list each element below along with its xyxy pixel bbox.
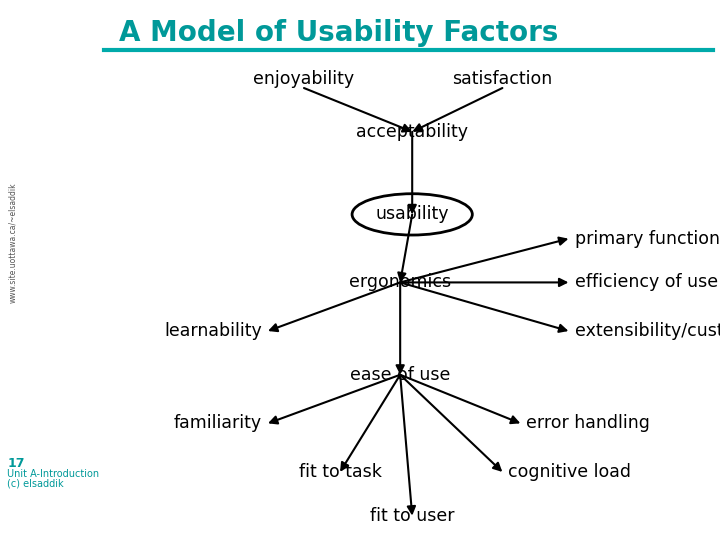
Text: ease of use: ease of use	[350, 366, 451, 384]
Text: (c) elsaddik: (c) elsaddik	[7, 478, 64, 489]
Text: www.site.uottawa.ca/~elsaddik: www.site.uottawa.ca/~elsaddik	[9, 183, 17, 303]
Text: extensibility/customization: extensibility/customization	[575, 322, 720, 340]
Text: efficiency of use: efficiency of use	[575, 273, 718, 292]
Text: learnability: learnability	[164, 322, 262, 340]
Text: familiarity: familiarity	[174, 414, 262, 433]
Text: cognitive load: cognitive load	[508, 463, 631, 481]
Text: usability: usability	[375, 205, 449, 224]
Text: satisfaction: satisfaction	[452, 70, 552, 88]
Text: error handling: error handling	[526, 414, 650, 433]
Text: fit to user: fit to user	[370, 507, 454, 525]
Text: primary functionality: primary functionality	[575, 230, 720, 248]
Text: Unit A-Introduction: Unit A-Introduction	[7, 469, 99, 479]
Text: A Model of Usability Factors: A Model of Usability Factors	[119, 19, 558, 47]
Text: 17: 17	[7, 457, 24, 470]
Text: ergonomics: ergonomics	[349, 273, 451, 292]
Text: acceptability: acceptability	[356, 123, 468, 141]
Text: enjoyability: enjoyability	[253, 70, 354, 88]
Text: fit to task: fit to task	[299, 463, 382, 481]
